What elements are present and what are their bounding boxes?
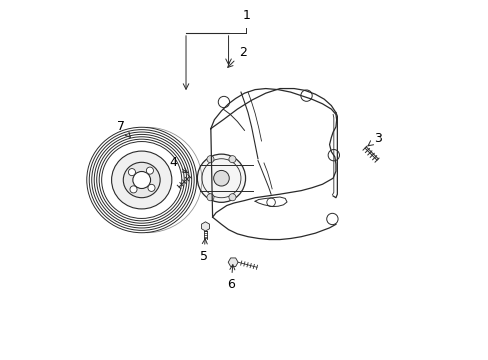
Text: 1: 1: [242, 9, 250, 22]
Circle shape: [128, 168, 135, 176]
Circle shape: [213, 170, 229, 186]
Ellipse shape: [123, 162, 160, 198]
Ellipse shape: [133, 171, 150, 189]
Circle shape: [197, 154, 245, 202]
Circle shape: [300, 90, 311, 101]
Text: 7: 7: [117, 120, 130, 138]
Circle shape: [206, 156, 214, 163]
Circle shape: [228, 194, 236, 201]
Circle shape: [206, 194, 214, 201]
Circle shape: [326, 213, 337, 225]
Circle shape: [148, 184, 155, 192]
Circle shape: [327, 149, 339, 161]
Text: 2: 2: [227, 46, 246, 67]
Circle shape: [130, 186, 137, 193]
Text: 5: 5: [199, 239, 207, 263]
Ellipse shape: [111, 151, 171, 209]
Text: 6: 6: [226, 265, 235, 291]
Circle shape: [228, 156, 236, 163]
Circle shape: [218, 96, 229, 108]
Circle shape: [146, 167, 153, 174]
Text: 3: 3: [367, 132, 381, 146]
Text: 4: 4: [169, 157, 187, 173]
